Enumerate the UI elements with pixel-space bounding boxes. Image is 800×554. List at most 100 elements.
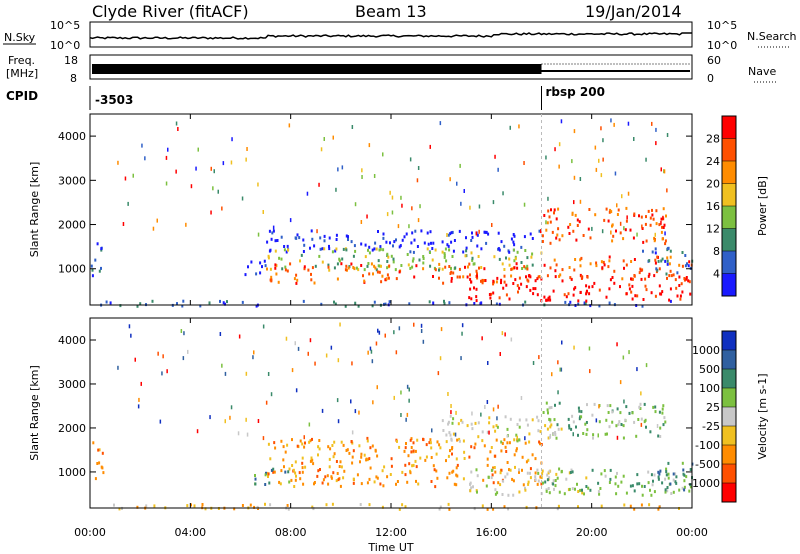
data-cell-1 [182, 299, 185, 303]
data-cell-5 [651, 483, 654, 487]
data-cell-8 [588, 208, 591, 211]
data-cell-4 [541, 469, 544, 473]
data-cell-6 [475, 295, 478, 299]
data-cell-7 [656, 255, 659, 259]
data-cell-4 [490, 468, 493, 472]
data-cell-2 [363, 453, 366, 457]
sparse-cell [626, 215, 628, 220]
data-cell-2 [301, 456, 304, 460]
data-cell-5 [518, 276, 521, 280]
data-cell-3 [295, 236, 298, 240]
colorbar-tick-label: 25 [706, 401, 720, 414]
data-cell-8 [660, 230, 663, 234]
data-cell-3 [426, 231, 429, 235]
data-cell-2 [374, 449, 377, 453]
data-cell-4 [443, 252, 446, 256]
sparse-cell [595, 167, 598, 172]
data-cell-0 [92, 441, 95, 445]
data-cell-0 [94, 477, 97, 481]
data-cell-5 [554, 479, 557, 482]
data-cell-2 [352, 449, 355, 453]
data-cell-5 [591, 468, 594, 472]
sparse-cell [238, 334, 241, 339]
data-cell-8 [585, 421, 588, 424]
data-cell-4 [450, 266, 452, 270]
sparse-cell [557, 390, 559, 395]
data-cell-2 [322, 478, 325, 482]
data-cell-1 [269, 503, 272, 507]
data-cell-2 [412, 441, 415, 445]
sparse-cell [371, 359, 374, 364]
sparse-cell [579, 199, 582, 204]
data-cell-5 [452, 271, 455, 275]
data-cell-1 [226, 300, 228, 304]
data-cell-6 [492, 279, 495, 283]
data-cell-3 [462, 250, 465, 254]
data-cell-4 [526, 264, 529, 268]
data-cell-8 [549, 220, 552, 224]
sparse-cell [662, 215, 664, 220]
sparse-cell [439, 356, 442, 361]
sparse-cell [460, 356, 462, 361]
data-cell-4 [392, 260, 395, 264]
data-cell-5 [622, 474, 625, 478]
data-cell-3 [423, 241, 426, 245]
sparse-cell [366, 214, 368, 219]
sparse-cell [549, 433, 552, 438]
data-cell-3 [452, 249, 455, 253]
data-cell-4 [367, 248, 369, 252]
sparse-cell [134, 357, 136, 362]
data-cell-7 [544, 424, 547, 428]
data-cell-4 [411, 259, 414, 263]
colorbar-segment [722, 273, 736, 297]
data-cell-7 [630, 260, 633, 263]
data-cell-4 [429, 264, 432, 268]
sparse-cell [175, 121, 178, 126]
data-cell-6 [689, 468, 692, 471]
data-cell-6 [683, 278, 686, 282]
data-cell-2 [373, 480, 376, 484]
data-cell-6 [630, 277, 632, 281]
data-cell-6 [502, 286, 505, 290]
data-cell-3 [487, 232, 490, 236]
sparse-cell [439, 121, 442, 126]
data-cell-2 [492, 466, 494, 470]
data-cell-5 [415, 264, 418, 268]
data-cell-2 [528, 440, 531, 444]
data-cell-2 [336, 472, 339, 475]
data-cell-3 [373, 247, 376, 251]
data-cell-8 [642, 240, 645, 244]
data-cell-3 [374, 241, 377, 245]
data-cell-8 [657, 434, 660, 438]
data-cell-5 [368, 272, 371, 276]
data-cell-9 [684, 254, 687, 257]
data-cell-7 [558, 274, 561, 278]
data-cell-5 [664, 488, 667, 492]
data-cell-2 [298, 471, 301, 475]
y-axis-label: Slant Range [km] [28, 365, 41, 461]
data-cell-2 [299, 439, 302, 443]
data-cell-6 [667, 461, 670, 465]
data-cell-1 [564, 300, 567, 304]
data-cell-1 [190, 503, 192, 507]
data-cell-2 [409, 471, 412, 475]
data-cell-1 [381, 505, 384, 509]
data-cell-9 [666, 262, 669, 266]
data-cell-4 [514, 257, 517, 261]
data-cell-3 [520, 245, 523, 249]
data-cell-4 [314, 264, 317, 268]
sparse-cell [497, 167, 499, 172]
data-cell-2 [261, 265, 263, 269]
sparse-cell [610, 230, 612, 235]
data-cell-2 [412, 449, 415, 453]
data-cell-2 [311, 437, 313, 441]
data-cell-4 [366, 264, 369, 268]
data-cell-2 [513, 453, 516, 457]
data-cell-8 [553, 418, 556, 422]
data-cell-2 [538, 440, 541, 444]
data-cell-4 [328, 268, 331, 272]
beam-label: Beam 13 [355, 2, 427, 21]
data-cell-0 [94, 258, 97, 262]
data-cell-2 [331, 444, 334, 447]
sparse-cell [446, 233, 448, 237]
